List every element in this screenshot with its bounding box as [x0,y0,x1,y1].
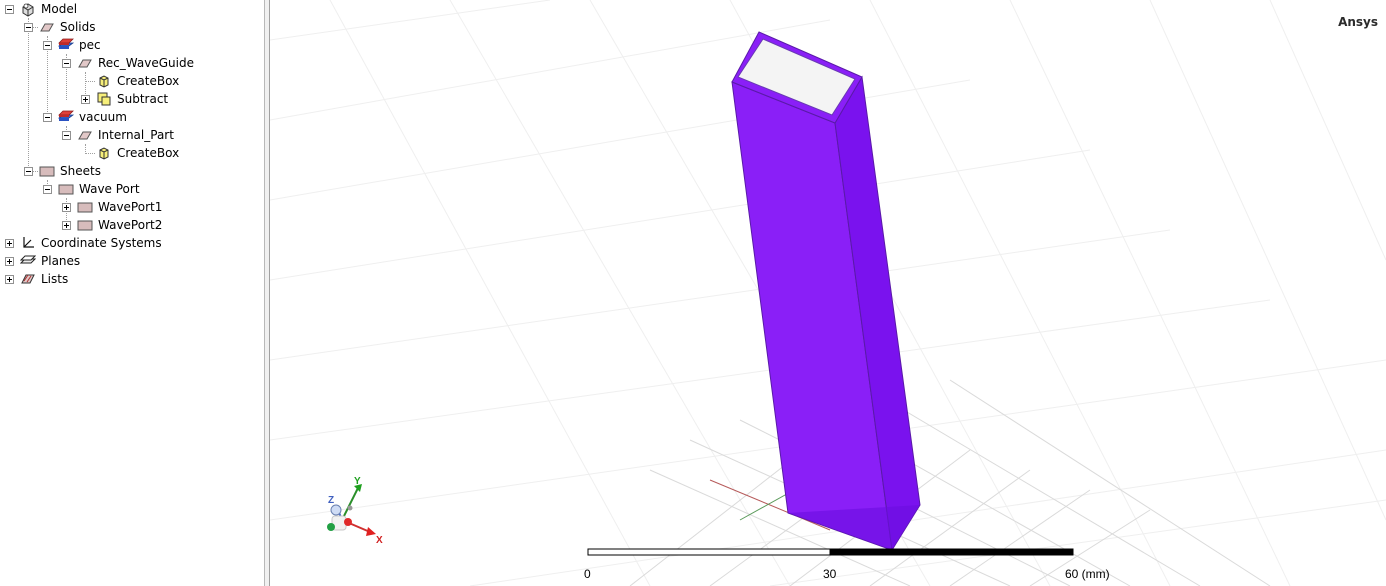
expand-icon[interactable] [81,95,90,104]
axis-x-label: X [376,535,383,546]
panel-splitter[interactable] [265,0,270,586]
scale-tick-60: 60 (mm) [1065,567,1110,581]
scale-bar: 0 30 60 (mm) [584,548,1110,581]
axis-triad: Y X Z [327,476,383,546]
tree-label: Coordinate Systems [41,236,162,250]
tree-label: Sheets [60,164,101,178]
solid-bottom-edge [788,505,920,550]
collapse-icon[interactable] [62,59,71,68]
tree-label: vacuum [79,110,127,124]
tree-item-wave-port[interactable]: Wave Port [0,180,260,198]
tree-label: Internal_Part [98,128,174,142]
sheet-icon [77,220,93,231]
model-tree-panel: Model Solids pec Rec_WaveGuide Cr [0,0,265,586]
collapse-icon[interactable] [5,5,14,14]
tree-item-subtract[interactable]: Subtract [0,90,260,108]
collapse-icon[interactable] [43,113,52,122]
planes-icon [20,255,36,264]
y-arrow-icon [354,484,362,492]
collapse-icon[interactable] [62,131,71,140]
tree-connector [85,153,95,154]
x-arrow-icon [366,527,376,536]
tree-label: WavePort2 [98,218,163,232]
tree-connector [28,171,38,172]
solid-top-face [737,38,856,116]
tree-connector [28,27,38,28]
brand-logo: Ansys [1338,15,1378,29]
tree-label: Subtract [117,92,169,106]
tree-item-pec[interactable]: pec [0,36,260,54]
tree-label: Solids [60,20,96,34]
tree-label: Rec_WaveGuide [98,56,194,70]
tree-connector [85,144,86,154]
collapse-icon[interactable] [24,167,33,176]
subtract-icon [97,92,111,106]
waveguide-solid [731,31,921,552]
sheet-group-icon [58,184,74,195]
collapse-icon[interactable] [43,41,52,50]
tree-connector [66,54,67,100]
tree-item-lists[interactable]: Lists [0,270,260,288]
sheet-icon [77,202,93,213]
tree-label: pec [79,38,101,52]
tree-item-coordinate-systems[interactable]: Coordinate Systems [0,234,260,252]
tree-connector [47,36,48,118]
tree-item-createbox[interactable]: CreateBox [0,72,260,90]
collapse-icon[interactable] [43,185,52,194]
expand-icon[interactable] [62,221,71,230]
collapse-icon[interactable] [24,23,33,32]
createbox-icon [99,147,109,160]
tree-item-vacuum[interactable]: vacuum [0,108,260,126]
tree-item-waveport2[interactable]: WavePort2 [0,216,260,234]
solids-icon [40,23,54,32]
expand-icon[interactable] [62,203,71,212]
tree-label: CreateBox [117,74,180,88]
object-icon [78,131,92,140]
viewport-canvas: Y X Z 0 30 60 (mm) [270,0,1386,586]
tree-item-planes[interactable]: Planes [0,252,260,270]
tree-label: Planes [41,254,81,268]
tree-item-createbox[interactable]: CreateBox [0,144,260,162]
expand-icon[interactable] [5,257,14,266]
expand-icon[interactable] [5,239,14,248]
axis-z-label: Z [328,495,334,506]
expand-icon[interactable] [5,275,14,284]
tree-label: CreateBox [117,146,180,160]
tree-item-sheets[interactable]: Sheets [0,162,260,180]
tree-label: WavePort1 [98,200,163,214]
material-vacuum-icon [58,110,74,121]
tree-item-solids[interactable]: Solids [0,18,260,36]
tree-connector [66,198,67,226]
3d-modeler-viewport[interactable]: Ansys [270,0,1386,586]
tree-item-rec-waveguide[interactable]: Rec_WaveGuide [0,54,260,72]
axis-y-label: Y [354,476,361,487]
tree-item-internal-part[interactable]: Internal_Part [0,126,260,144]
tree-item-model[interactable]: Model [0,0,260,18]
tree-label: Model [41,2,78,16]
tree-label: Lists [41,272,69,286]
object-icon [78,59,92,68]
tree-connector [85,72,86,100]
sheets-icon [39,166,55,177]
createbox-icon [99,75,109,88]
model-icon [22,3,34,17]
scale-tick-30: 30 [823,567,837,581]
coordinate-system-icon [23,237,34,248]
lists-icon [21,274,35,284]
material-pec-icon [58,38,74,49]
tree-label: Wave Port [79,182,140,196]
tree-item-waveport1[interactable]: WavePort1 [0,198,260,216]
tree-connector [85,81,95,82]
scale-tick-0: 0 [584,567,591,581]
tree-connector [28,18,29,172]
